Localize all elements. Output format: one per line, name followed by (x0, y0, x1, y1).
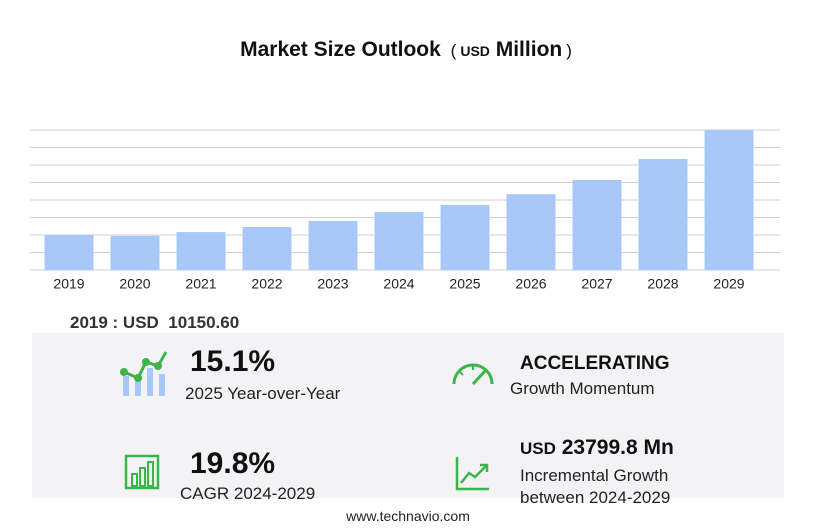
cagr-value: 19.8% (190, 447, 276, 480)
footer: www.technavio.com (346, 508, 470, 524)
base-year: 2019 : USD 10150.60 (70, 313, 239, 333)
title-paren: ( (450, 41, 457, 60)
x-tick-label: 2026 (515, 276, 546, 292)
bar (242, 227, 292, 270)
cagr-icon (124, 454, 160, 490)
momentum-label: Growth Momentum (510, 379, 655, 398)
x-tick-label: 2020 (119, 276, 150, 292)
x-tick-label: 2029 (713, 276, 744, 292)
x-tick-label: 2022 (251, 276, 282, 292)
bar (110, 235, 160, 270)
x-tick-label: 2019 (53, 276, 84, 292)
cagr-label: CAGR (180, 484, 230, 503)
yoy-icon (120, 351, 168, 396)
bar (308, 221, 358, 270)
bar (440, 205, 490, 270)
momentum-icon (452, 363, 494, 386)
title-paren: ) (566, 41, 572, 60)
cagr-period: 2024-2029 (233, 484, 316, 503)
bar (374, 212, 424, 270)
chart: 2019 2020 2021 2022 2023 2024 2025 2026 2027 2028… (30, 129, 780, 292)
bar (176, 232, 226, 270)
x-tick-label: 2025 (449, 276, 480, 292)
incremental-icon (455, 457, 489, 491)
chart-title: Market Size Outlook (USD Million) (0, 38, 816, 62)
incremental-value: 23799.8 Mn (561, 436, 674, 459)
momentum-value: ACCELERATING (520, 353, 670, 374)
x-tick-label: 2028 (647, 276, 678, 292)
x-tick-label: 2027 (581, 276, 612, 292)
base-value: 10150.60 (168, 313, 240, 332)
bar (44, 234, 94, 270)
incremental-label: Incremental Growth (520, 466, 669, 485)
bar (704, 130, 754, 270)
incremental-unit: USD (520, 439, 556, 458)
title-scale: Million (495, 38, 563, 61)
title-text: Market Size Outlook (240, 38, 441, 61)
x-tick-label: 2023 (317, 276, 348, 292)
bar (638, 158, 688, 270)
yoy-label: 2025 Year-over-Year (185, 384, 341, 403)
x-tick-label: 2024 (383, 276, 414, 292)
base-label: 2019 : USD (70, 313, 159, 332)
title-unit: USD (460, 43, 490, 59)
yoy-value: 15.1% (190, 345, 276, 378)
incremental-period: between 2024-2029 (520, 488, 671, 507)
bar (506, 194, 556, 270)
bar (572, 180, 622, 270)
x-tick-label: 2021 (185, 276, 216, 292)
